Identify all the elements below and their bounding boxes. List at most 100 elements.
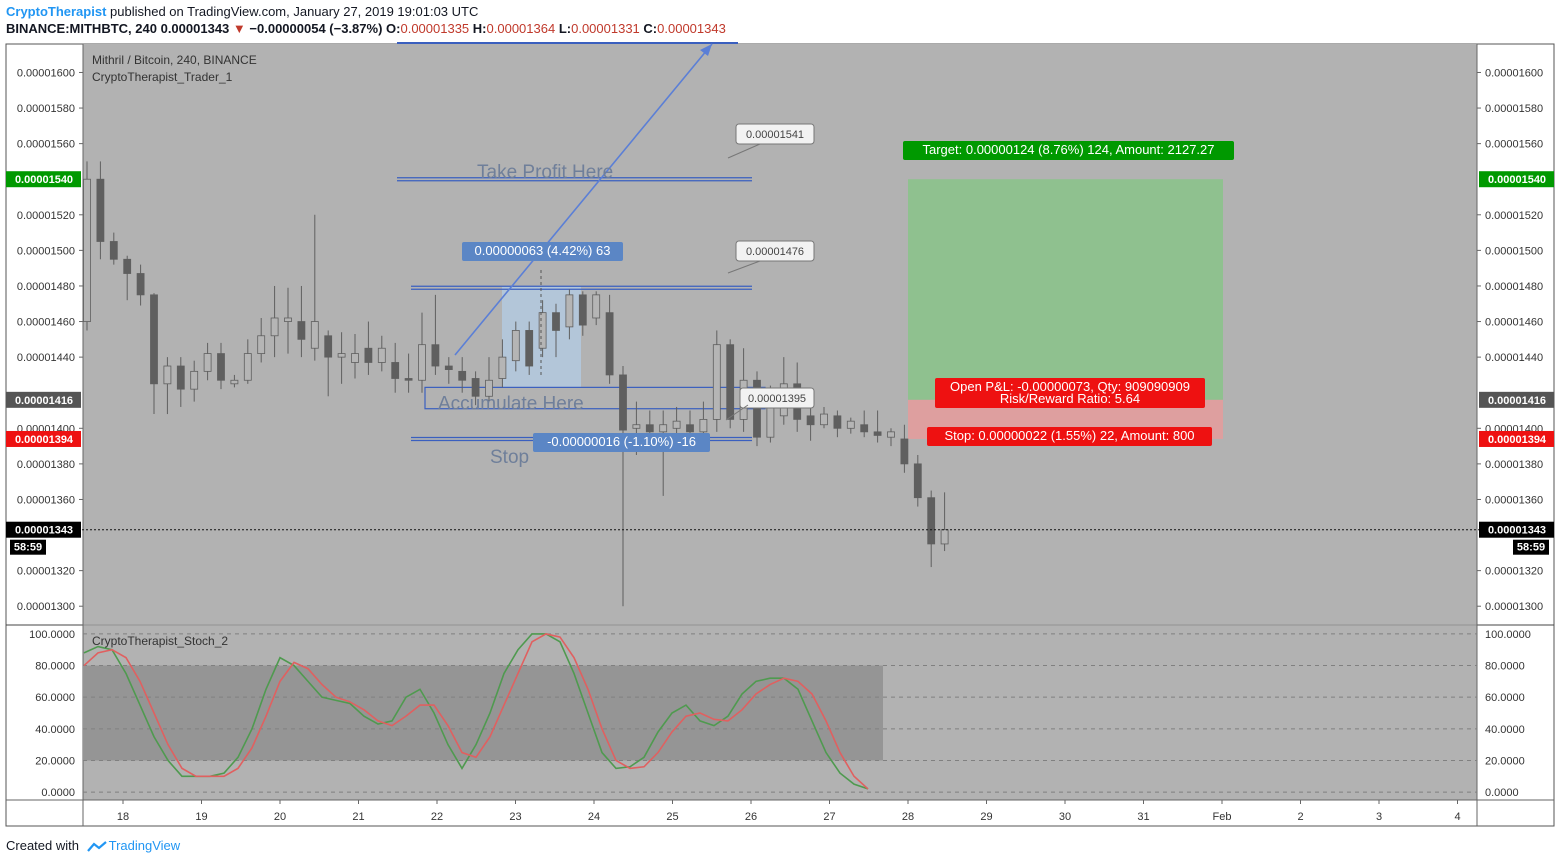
stoch-tick-label-left: 60.0000 [35, 692, 75, 704]
callout-1395-box [739, 387, 815, 409]
time-tick-label: 22 [431, 811, 443, 823]
stoch-tick-label-right: 100.0000 [1485, 629, 1531, 641]
stop-label-text: Stop: 0.00000022 (1.55%) 22, Amount: 800 [944, 428, 1194, 443]
stoch-tick-label-right: 40.0000 [1485, 724, 1525, 736]
callout-1476-pointer [727, 260, 761, 274]
callout-1541-box [735, 123, 815, 145]
candle-body [136, 273, 145, 296]
candle-body [163, 365, 172, 385]
price-tick-label-right: 0.00001460 [1485, 317, 1543, 329]
price-badge-right [1479, 391, 1554, 408]
price-tick-label-right: 0.00001580 [1485, 103, 1543, 115]
price-tick-label-right: 0.00001320 [1485, 566, 1543, 578]
candle-body [337, 353, 346, 358]
time-tick-label: 18 [117, 811, 129, 823]
price-badge-text-right: 0.00001343 [1488, 525, 1546, 537]
price-tick-label-left: 0.00001360 [17, 494, 75, 506]
price-change: −0.00000054 (−3.87%) [249, 21, 383, 36]
stoch-tick-label-right: 60.0000 [1485, 692, 1525, 704]
candle-body [552, 312, 560, 331]
callout-1476-text: 0.00001476 [746, 246, 804, 258]
candle-body [927, 497, 936, 545]
candle-body [176, 365, 185, 390]
price-tick-label-left: 0.00001600 [17, 67, 75, 79]
candle-body [605, 312, 614, 376]
candle-body [726, 344, 735, 420]
price-tick-label-right: 0.00001300 [1485, 601, 1543, 613]
candle-body [377, 347, 386, 363]
last-price: 0.00001343 [160, 21, 230, 36]
measure-up-label-text: 0.00000063 (4.42%) 63 [475, 243, 611, 258]
price-badge-right [1479, 521, 1554, 538]
open-pnl-label-text: Open P&L: -0.00000073, Qty: 909090909 [950, 379, 1190, 394]
candle-body [431, 344, 440, 367]
arrow-head-icon [700, 44, 712, 56]
close-value: 0.00001343 [657, 21, 726, 36]
candle-body [243, 353, 252, 381]
price-badge-left [6, 171, 81, 188]
price-tick-label-left: 0.00001440 [17, 352, 75, 364]
candle-body [83, 178, 91, 322]
high-value: 0.00001364 [486, 21, 556, 36]
tradingview-link[interactable]: TradingView [108, 838, 181, 853]
measure-up-label-box [462, 242, 623, 261]
candle-body [284, 317, 292, 322]
candle-body [913, 463, 922, 499]
indicator-1-label: CryptoTherapist_Trader_1 [92, 70, 233, 84]
price-tick-label-right: 0.00001520 [1485, 210, 1543, 222]
time-tick-label: 27 [823, 811, 835, 823]
measure-down-label-text: -0.00000016 (-1.10%) -16 [547, 434, 696, 449]
candle-body [203, 353, 212, 372]
price-tick-label-right: 0.00001560 [1485, 139, 1543, 151]
candle-body [860, 424, 869, 433]
price-badge-text-right: 0.00001394 [1488, 434, 1547, 446]
measure-down-label-box [533, 433, 710, 452]
candle-body [444, 365, 453, 370]
stoch-tick-label-right: 80.0000 [1485, 661, 1525, 673]
candle-body [471, 378, 480, 397]
candle-body [632, 424, 641, 429]
target-label-text: Target: 0.00000124 (8.76%) 124, Amount: … [923, 142, 1215, 157]
tradingview-logo-icon [86, 841, 107, 852]
time-tick-label: 2 [1297, 811, 1303, 823]
author-link[interactable]: CryptoTherapist [6, 4, 107, 19]
accumulate-text: Accumulate Here [438, 394, 584, 415]
price-tick-label-left: 0.00001460 [17, 317, 75, 329]
time-tick-label: 23 [509, 811, 521, 823]
stoch-tick-label-right: 0.0000 [1485, 787, 1519, 799]
time-tick-label: 20 [274, 811, 286, 823]
time-tick-label: 31 [1137, 811, 1149, 823]
stoch-tick-label-left: 100.0000 [29, 629, 75, 641]
candle-body [833, 415, 842, 429]
symbol-name: BINANCE:MITHBTC, 240 [6, 21, 157, 36]
time-tick-label: 26 [745, 811, 757, 823]
candle-body [619, 374, 627, 431]
candle-body [217, 353, 225, 381]
candle-body [753, 379, 761, 438]
candle-body [297, 321, 306, 340]
candle-body [511, 330, 520, 362]
price-badge-text-right: 0.00001416 [1488, 395, 1546, 407]
candle-body [712, 344, 721, 420]
indicator-2-label: CryptoTherapist_Stoch_2 [92, 634, 228, 648]
candle-body [150, 294, 158, 385]
open-pnl-label-box [935, 378, 1205, 408]
countdown-text-right: 58:59 [1517, 542, 1545, 554]
price-tick-label-left: 0.00001380 [17, 459, 75, 471]
callout-1541-text: 0.00001541 [746, 129, 804, 141]
take-profit-text: Take Profit Here [477, 162, 613, 183]
footer: Created with TradingView [6, 838, 180, 853]
candle-body [418, 344, 426, 381]
open-label: O: [386, 21, 401, 36]
low-label: L: [558, 21, 572, 36]
stoch-k-line [83, 633, 869, 790]
time-tick-label: 30 [1059, 811, 1071, 823]
callout-1476-box [735, 240, 815, 262]
candle-body [364, 347, 373, 363]
candle-body [820, 413, 828, 426]
candle-body [109, 241, 118, 260]
candle-body [96, 178, 105, 242]
candle-body [123, 258, 132, 274]
candle-body [458, 370, 467, 381]
